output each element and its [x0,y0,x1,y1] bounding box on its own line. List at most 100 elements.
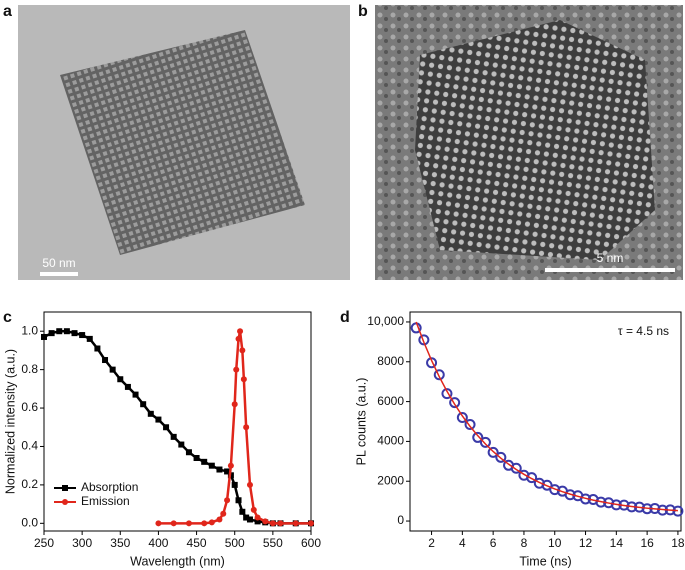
x-tick-label: 2 [428,536,435,550]
data-point [94,345,101,352]
x-tick-label: 500 [225,536,245,550]
data-point [487,446,499,458]
panel-label: a [3,3,12,20]
data-point [235,335,242,342]
x-tick-label: 400 [148,536,168,550]
data-point [277,520,284,527]
y-tick-label: 0.4 [21,439,38,453]
data-point [254,514,261,521]
x-tick-label: 550 [263,536,283,550]
scale-bar-label: 50 nm [42,256,75,270]
y-axis-label: PL counts (a.u.) [354,378,368,466]
data-point [449,397,461,409]
x-tick-label: 10 [548,536,562,550]
data-point [140,401,147,408]
legend-label: Emission [81,494,130,508]
x-tick-label: 16 [640,536,654,550]
data-point [495,451,507,463]
legend-marker [62,499,68,505]
x-tick-label: 18 [671,536,685,550]
x-tick-label: 6 [490,536,497,550]
x-tick-label: 14 [610,536,624,550]
data-point [240,376,247,383]
x-tick-label: 300 [72,536,92,550]
data-point [132,391,139,398]
plot-frame [43,311,312,532]
y-tick-label: 6000 [377,394,404,408]
y-axis-label: Normalized intensity (a.u.) [3,349,17,494]
data-point [163,424,170,431]
y-tick-label: 10,000 [367,314,404,328]
y-tick-label: 2000 [377,473,404,487]
data-point [441,388,453,400]
data-point [254,518,261,525]
data-point [239,347,246,354]
data-point [71,330,78,337]
x-tick-label: 450 [187,536,207,550]
y-tick-label: 0.6 [21,400,38,414]
data-point [426,357,438,369]
data-point [48,330,55,337]
x-tick-label: 350 [110,536,130,550]
data-point [233,366,240,373]
data-point [231,481,238,488]
data-point [117,376,124,383]
data-point [185,520,192,527]
data-point [308,520,314,527]
data-point [201,520,208,527]
x-tick-label: 4 [459,536,466,550]
data-point [227,462,234,469]
data-point [464,418,476,430]
data-point [418,334,430,346]
data-point [56,328,63,335]
legend-label: Absorption [81,480,138,494]
data-point [472,431,484,443]
data-point [193,455,200,461]
data-point [170,520,177,527]
data-point [208,462,215,469]
data-point [224,468,231,475]
data-point [124,383,131,390]
x-tick-label: 250 [34,536,54,550]
data-point [216,516,223,523]
data-point [216,466,223,473]
data-point [246,516,253,523]
data-point [63,328,70,335]
data-point [102,357,109,364]
x-axis-label: Time (ns) [519,554,571,568]
data-point [178,441,185,448]
data-point [235,497,242,504]
y-tick-label: 0 [397,513,404,527]
data-point [269,520,276,527]
data-point [510,462,522,474]
legend-marker [62,485,68,491]
x-tick-label: 600 [301,536,321,550]
data-point [549,484,561,496]
tem-image-a: 50 nm [18,5,350,280]
x-tick-label: 12 [579,536,593,550]
x-tick-label: 8 [521,536,528,550]
panel-label: b [358,3,368,20]
data-point [433,369,445,381]
data-point [155,416,162,423]
data-point [155,520,162,527]
data-point [292,520,299,527]
data-point [262,518,269,525]
data-point [208,519,215,526]
data-point [239,508,246,515]
data-point [246,481,253,488]
data-point [237,328,244,335]
annotation: τ = 4.5 ns [618,324,669,338]
y-tick-label: 0.2 [21,477,38,491]
x-axis-label: Wavelength (nm) [130,554,225,568]
y-tick-label: 1.0 [21,323,38,337]
data-point [220,510,227,517]
data-point [185,449,192,456]
data-line [158,330,311,525]
data-point [170,433,177,440]
data-point [224,497,231,504]
data-point [243,514,250,521]
data-point [231,401,238,408]
data-point [201,458,208,465]
